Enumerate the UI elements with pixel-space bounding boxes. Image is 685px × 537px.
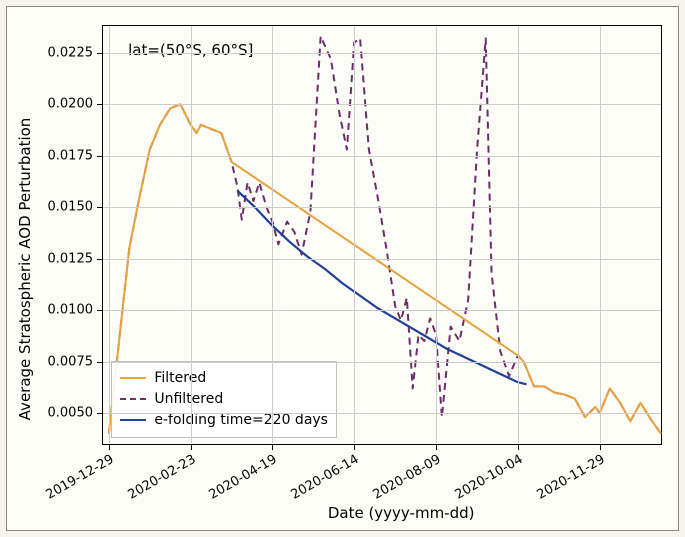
ytick <box>97 104 103 105</box>
legend-label: Filtered <box>154 368 206 389</box>
ytick <box>97 53 103 54</box>
ytick-label: 0.0200 <box>48 97 94 112</box>
gridline-horizontal <box>103 207 661 208</box>
gridline-vertical <box>354 26 355 444</box>
xtick-label: 2020-11-29 <box>534 452 607 503</box>
ytick-label: 0.0125 <box>48 251 94 266</box>
x-axis-label: Date (yyyy-mm-dd) <box>328 504 475 522</box>
xtick <box>354 444 355 450</box>
legend-line-sample <box>120 398 146 400</box>
gridline-vertical <box>600 26 601 444</box>
gridline-horizontal <box>103 53 661 54</box>
ytick-label: 0.0225 <box>48 45 94 60</box>
gridline-horizontal <box>103 310 661 311</box>
gridline-horizontal <box>103 413 661 414</box>
ytick-label: 0.0075 <box>48 354 94 369</box>
legend-box: FilteredUnfilterede-folding time=220 day… <box>111 361 337 438</box>
gridline-horizontal <box>103 156 661 157</box>
xtick <box>109 444 110 450</box>
gridline-horizontal <box>103 104 661 105</box>
legend-label: Unfiltered <box>154 389 223 410</box>
ytick <box>97 156 103 157</box>
xtick <box>272 444 273 450</box>
legend-item: Filtered <box>120 368 328 389</box>
y-axis-label: Average Stratospheric AOD Perturbation <box>16 117 34 420</box>
ytick-label: 0.0175 <box>48 148 94 163</box>
xtick <box>436 444 437 450</box>
xtick-label: 2020-08-09 <box>371 452 444 503</box>
gridline-vertical <box>272 26 273 444</box>
xtick-label: 2020-10-04 <box>452 452 525 503</box>
gridline-vertical <box>518 26 519 444</box>
ytick <box>97 362 103 363</box>
series-efolding <box>237 191 526 385</box>
ytick <box>97 259 103 260</box>
gridline-vertical <box>109 26 110 444</box>
gridline-vertical <box>191 26 192 444</box>
ytick <box>97 207 103 208</box>
plot-area: lat=(50°S, 60°S] FilteredUnfilterede-fol… <box>102 25 662 445</box>
legend-item: Unfiltered <box>120 389 328 410</box>
gridline-horizontal <box>103 362 661 363</box>
ytick <box>97 310 103 311</box>
figure-frame: Average Stratospheric AOD Perturbation D… <box>6 6 679 531</box>
xtick-label: 2019-12-29 <box>43 452 116 503</box>
ytick-label: 0.0050 <box>48 406 94 421</box>
xtick <box>518 444 519 450</box>
ytick-label: 0.0150 <box>48 200 94 215</box>
gridline-vertical <box>436 26 437 444</box>
xtick-label: 2020-06-14 <box>289 452 362 503</box>
gridline-horizontal <box>103 259 661 260</box>
legend-line-sample <box>120 419 146 421</box>
legend-line-sample <box>120 377 146 379</box>
xtick <box>191 444 192 450</box>
xtick <box>600 444 601 450</box>
xtick-label: 2020-04-19 <box>207 452 280 503</box>
ytick <box>97 413 103 414</box>
ytick-label: 0.0100 <box>48 303 94 318</box>
xtick-label: 2020-02-23 <box>125 452 198 503</box>
